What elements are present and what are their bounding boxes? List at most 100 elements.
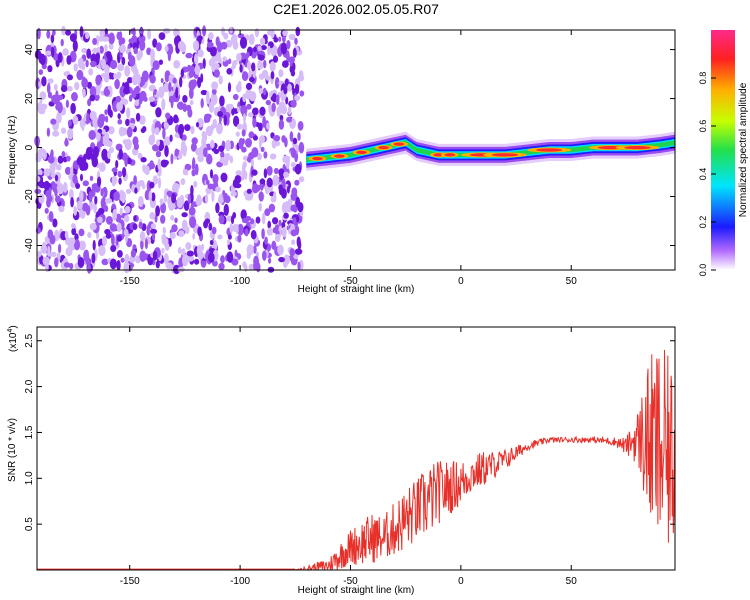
noise-speck <box>171 192 177 204</box>
noise-speck <box>104 109 108 115</box>
noise-speck <box>170 96 174 109</box>
noise-speck <box>133 215 137 222</box>
noise-speck <box>246 103 252 110</box>
noise-speck <box>229 223 234 234</box>
noise-speck <box>172 77 177 84</box>
noise-speck <box>42 256 50 266</box>
noise-speck <box>292 217 297 225</box>
noise-speck <box>39 254 44 265</box>
noise-speck <box>155 205 161 217</box>
noise-speck <box>286 116 293 123</box>
noise-speck <box>207 252 215 263</box>
noise-speck <box>279 102 286 114</box>
noise-speck <box>117 119 123 125</box>
noise-speck <box>184 163 192 171</box>
noise-speck <box>137 195 144 208</box>
noise-speck <box>37 250 42 257</box>
noise-speck <box>160 202 167 214</box>
noise-speck <box>221 26 225 36</box>
noise-speck <box>117 113 121 120</box>
noise-speck <box>152 38 158 48</box>
noise-speck <box>253 255 259 267</box>
colorbar-tick-label: 0.4 <box>698 168 708 181</box>
noise-speck <box>267 220 272 229</box>
noise-speck <box>155 260 160 269</box>
noise-speck <box>57 52 63 63</box>
noise-speck <box>164 242 170 251</box>
noise-speck <box>235 131 240 137</box>
noise-speck <box>229 103 234 110</box>
noise-speck <box>194 64 201 76</box>
noise-speck <box>206 41 214 48</box>
track-hotspot-core <box>312 157 323 161</box>
noise-speck <box>286 40 291 50</box>
noise-speck <box>132 223 138 231</box>
noise-speck <box>241 71 249 82</box>
noise-speck <box>142 126 147 133</box>
noise-speck <box>117 235 122 242</box>
noise-speck <box>191 169 196 177</box>
colorbar-tick-label: 0.6 <box>698 120 708 133</box>
noise-speck <box>103 72 110 83</box>
noise-speck <box>223 114 228 126</box>
noise-speck <box>181 212 188 218</box>
noise-speck <box>70 197 74 208</box>
noise-speck <box>245 194 252 201</box>
noise-speck <box>294 163 302 175</box>
noise-speck <box>253 46 257 53</box>
noise-speck <box>290 69 296 77</box>
noise-speck <box>71 92 78 102</box>
noise-speck <box>266 177 273 188</box>
noise-speck <box>278 219 282 227</box>
noise-speck <box>185 242 192 251</box>
noise-speck <box>280 188 287 199</box>
noise-speck <box>168 81 172 93</box>
noise-speck <box>65 29 72 36</box>
noise-speck <box>228 58 232 65</box>
noise-speck <box>79 26 84 38</box>
noise-speck <box>224 153 231 161</box>
noise-speck <box>115 73 121 80</box>
noise-speck <box>195 196 203 206</box>
noise-speck <box>279 114 284 122</box>
snr-frame <box>36 326 676 571</box>
noise-speck <box>241 172 245 181</box>
noise-speck <box>76 200 83 210</box>
noise-speck <box>173 114 179 124</box>
noise-speck <box>259 135 266 144</box>
noise-speck <box>181 219 188 231</box>
noise-speck <box>286 185 290 194</box>
noise-speck <box>194 163 199 176</box>
snr-x-label: Height of straight line (km) <box>298 585 415 596</box>
noise-speck <box>60 85 68 93</box>
noise-speck <box>100 197 106 209</box>
noise-speck <box>239 64 243 73</box>
noise-speck <box>274 77 280 89</box>
noise-speck <box>52 218 58 228</box>
noise-speck <box>60 38 64 47</box>
svg-text:(x104): (x104) <box>7 325 19 352</box>
snr-y-label: SNR (10 * v/v) <box>7 418 18 482</box>
noise-speck <box>159 198 164 205</box>
noise-speck <box>197 76 202 89</box>
noise-speck <box>110 59 118 70</box>
noise-speck <box>138 115 146 125</box>
noise-speck <box>210 46 217 57</box>
noise-speck <box>249 76 255 83</box>
noise-speck <box>290 204 298 212</box>
noise-speck <box>219 95 225 107</box>
noise-speck <box>298 176 305 183</box>
noise-speck <box>151 192 156 202</box>
track-hotspot-core <box>356 150 367 154</box>
noise-speck <box>133 175 138 186</box>
noise-speck <box>288 33 296 41</box>
noise-speck <box>190 125 195 135</box>
noise-speck <box>146 224 150 236</box>
noise-speck <box>259 106 266 116</box>
noise-speck <box>92 116 100 129</box>
x-tick-label: 0 <box>458 276 464 287</box>
noise-speck <box>132 42 140 51</box>
noise-speck <box>208 101 214 113</box>
noise-speck <box>48 211 54 223</box>
